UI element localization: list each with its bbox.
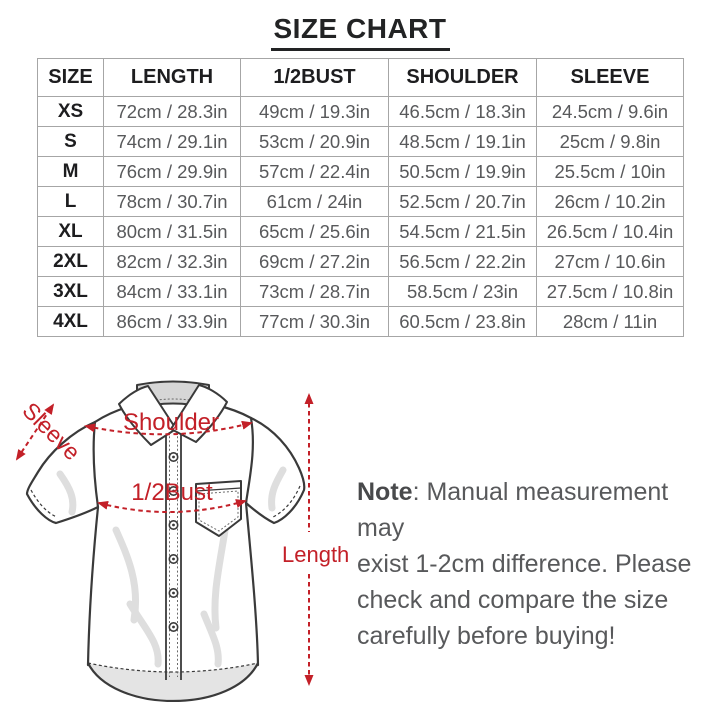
size-table-row: M 76cm / 29.9in 57cm / 22.4in 50.5cm / 19.9…	[37, 156, 684, 187]
measurement-cell: 53cm / 20.9in	[240, 126, 389, 157]
size-table-row: XL 80cm / 31.5in 65cm / 25.6in 54.5cm / 21.…	[37, 216, 684, 247]
measurement-note: Note: Manual measurement may exist 1-2cm…	[357, 474, 692, 654]
measurement-cell: 65cm / 25.6in	[240, 216, 389, 247]
size-cell: 4XL	[37, 306, 104, 337]
size-cell: M	[37, 156, 104, 187]
measurement-cell: 54.5cm / 21.5in	[388, 216, 537, 247]
size-table-row: L 78cm / 30.7in 61cm / 24in 52.5cm / 20.7in…	[37, 186, 684, 217]
measurement-cell: 24.5cm / 9.6in	[536, 96, 684, 127]
shoulder-label: Shoulder	[123, 409, 219, 436]
measurement-cell: 27.5cm / 10.8in	[536, 276, 684, 307]
size-table-header-row: SIZE LENGTH 1/2BUST SHOULDER SLEEVE	[37, 58, 684, 97]
column-header-length: LENGTH	[103, 58, 241, 97]
shirt-hem	[87, 662, 259, 702]
size-cell: L	[37, 186, 104, 217]
size-table-row: 4XL 86cm / 33.9in 77cm / 30.3in 60.5cm / 23…	[37, 306, 684, 337]
measurement-cell: 78cm / 30.7in	[103, 186, 241, 217]
measurement-cell: 48.5cm / 19.1in	[388, 126, 537, 157]
measurement-cell: 86cm / 33.9in	[103, 306, 241, 337]
measurement-cell: 61cm / 24in	[240, 186, 389, 217]
size-table: SIZE LENGTH 1/2BUST SHOULDER SLEEVE XS 72…	[37, 58, 684, 337]
measurement-cell: 46.5cm / 18.3in	[388, 96, 537, 127]
measurement-cell: 69cm / 27.2in	[240, 246, 389, 277]
size-table-row: 2XL 82cm / 32.3in 69cm / 27.2in 56.5cm / 22…	[37, 246, 684, 277]
measurement-cell: 84cm / 33.1in	[103, 276, 241, 307]
column-header-size: SIZE	[37, 58, 104, 97]
note-line-1-text: : Manual measurement may	[357, 478, 669, 542]
measurement-cell: 82cm / 32.3in	[103, 246, 241, 277]
note-line-1: Note: Manual measurement may	[357, 474, 692, 546]
size-table-row: S 74cm / 29.1in 53cm / 20.9in 48.5cm / 19.1…	[37, 126, 684, 157]
shirt-measurement-diagram: Sleeve Shoulder 1/2Bust Length	[15, 380, 349, 702]
measurement-cell: 27cm / 10.6in	[536, 246, 684, 277]
size-cell: S	[37, 126, 104, 157]
measurement-cell: 52.5cm / 20.7in	[388, 186, 537, 217]
measurement-cell: 25.5cm / 10in	[536, 156, 684, 187]
shoulder-arrow	[84, 420, 253, 436]
note-line-3: check and compare the size	[357, 586, 669, 614]
size-table-row: 3XL 84cm / 33.1in 73cm / 28.7in 58.5cm / 23…	[37, 276, 684, 307]
column-header-sleeve: SLEEVE	[536, 58, 684, 97]
size-table-row: XS 72cm / 28.3in 49cm / 19.3in 46.5cm / 18.…	[37, 96, 684, 127]
measurement-cell: 28cm / 11in	[536, 306, 684, 337]
sleeve-arrow	[15, 403, 55, 461]
measurement-cell: 25cm / 9.8in	[536, 126, 684, 157]
shirt-buttons	[168, 452, 179, 633]
measurement-cell: 50.5cm / 19.9in	[388, 156, 537, 187]
measurement-cell: 73cm / 28.7in	[240, 276, 389, 307]
size-cell: XS	[37, 96, 104, 127]
bust-label: 1/2Bust	[131, 479, 213, 506]
measurement-cell: 57cm / 22.4in	[240, 156, 389, 187]
measurement-cell: 49cm / 19.3in	[240, 96, 389, 127]
page-title-wrap: SIZE CHART	[0, 13, 720, 51]
fabric-wrinkles	[56, 466, 287, 668]
bust-arrow	[97, 499, 247, 514]
page-title: SIZE CHART	[270, 13, 450, 51]
measurement-cell: 26.5cm / 10.4in	[536, 216, 684, 247]
column-header-halfbust: 1/2BUST	[240, 58, 389, 97]
measurement-cell: 60.5cm / 23.8in	[388, 306, 537, 337]
size-cell: XL	[37, 216, 104, 247]
measurement-cell: 56.5cm / 22.2in	[388, 246, 537, 277]
size-cell: 3XL	[37, 276, 104, 307]
size-cell: 2XL	[37, 246, 104, 277]
measurement-cell: 80cm / 31.5in	[103, 216, 241, 247]
shirt-body	[86, 398, 260, 675]
measurement-cell: 77cm / 30.3in	[240, 306, 389, 337]
size-table-body: XS 72cm / 28.3in 49cm / 19.3in 46.5cm / 18.…	[37, 96, 684, 337]
measurement-cell: 58.5cm / 23in	[388, 276, 537, 307]
measurement-arrows	[15, 393, 314, 686]
measurement-cell: 72cm / 28.3in	[103, 96, 241, 127]
measurement-cell: 26cm / 10.2in	[536, 186, 684, 217]
placket	[165, 429, 182, 680]
note-line-2: exist 1-2cm difference. Please	[357, 550, 692, 578]
measurement-cell: 74cm / 29.1in	[103, 126, 241, 157]
length-label: Length	[282, 542, 349, 567]
note-line-4: carefully before buying!	[357, 622, 616, 650]
column-header-shoulder: SHOULDER	[388, 58, 537, 97]
measurement-cell: 76cm / 29.9in	[103, 156, 241, 187]
note-label: Note	[357, 478, 413, 506]
